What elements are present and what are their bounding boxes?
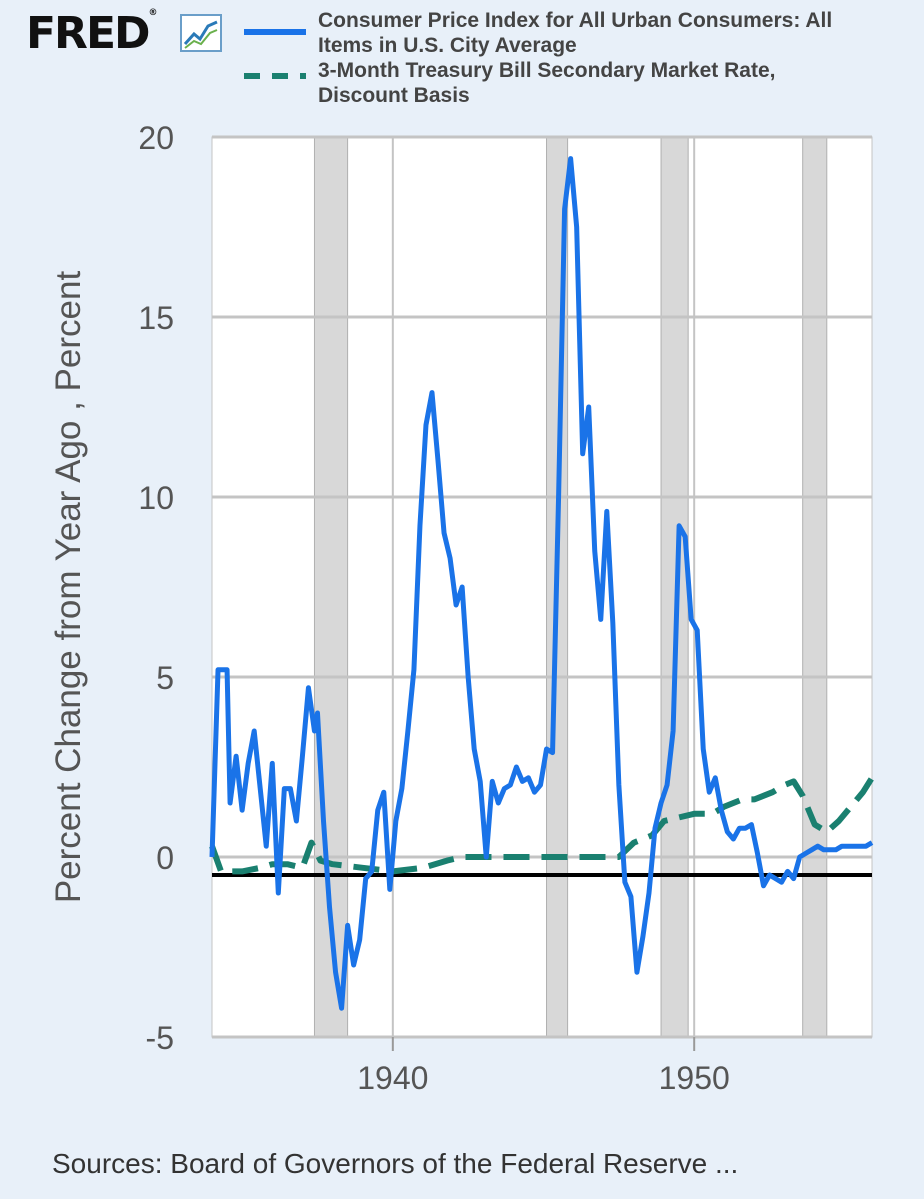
y-tick-label: 10 [138,480,174,516]
plot-background [212,137,872,1037]
x-tick-label: 1940 [357,1060,428,1096]
y-tick-label: 5 [156,660,174,696]
y-tick-label: -5 [146,1020,174,1056]
legend-swatch-tbill [244,73,306,79]
recession-band [802,136,828,1038]
x-tick-label: 1950 [659,1060,730,1096]
series-line-cpi [209,156,874,1011]
legend-label-cpi: Consumer Price Index for All Urban Consu… [318,9,833,57]
logo-text: FRED [26,8,151,59]
y-tick-label: 0 [156,840,174,876]
series-line-tbill [209,776,875,875]
legend-swatch-cpi [244,29,306,35]
fred-logo: FRED® [26,8,158,59]
logo-registered-mark: ® [148,8,158,18]
source-note: Sources: Board of Governors of the Feder… [52,1148,739,1179]
y-axis-title: Percent Change from Year Ago , Percent [49,271,88,904]
y-tick-label: 20 [138,120,174,156]
y-tick-label: 15 [138,300,174,336]
recession-band [660,136,689,1038]
legend-label-tbill: 3-Month Treasury Bill Secondary Market R… [318,59,776,107]
line-chart-icon [180,14,222,52]
plot-border [211,136,873,1038]
